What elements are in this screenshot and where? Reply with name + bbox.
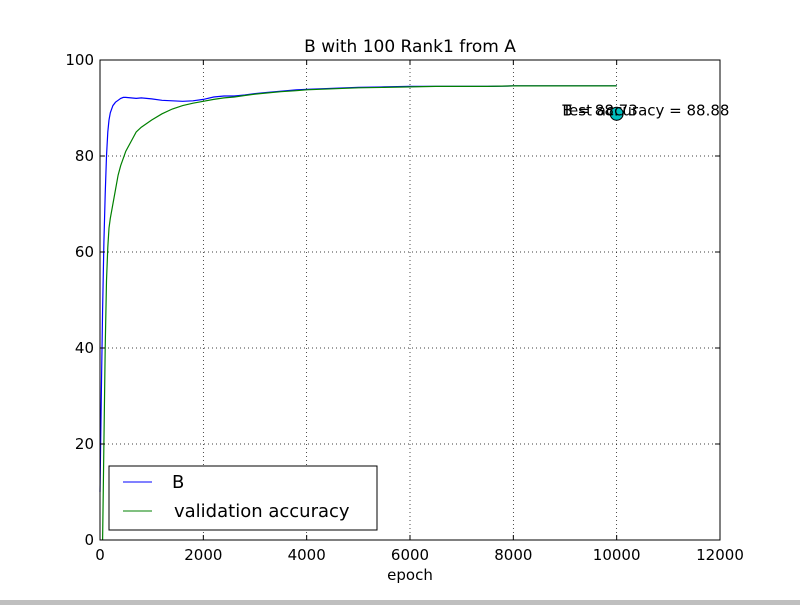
y-tick-label: 0	[84, 531, 94, 549]
y-tick-label: 100	[65, 51, 94, 69]
annotation-label: Test accuracy = 88.88	[561, 101, 729, 119]
chart-title: B with 100 Rank1 from A	[304, 37, 516, 57]
y-tick-label: 20	[75, 435, 94, 453]
x-tick-label: 8000	[494, 546, 532, 564]
y-tick-label: 60	[75, 243, 94, 261]
test-accuracy-marker	[609, 106, 624, 121]
legend-label-validation: validation accuracy	[174, 501, 350, 522]
series-line-validation-accuracy	[102, 85, 617, 541]
x-tick-label: 2000	[184, 546, 222, 564]
legend-box	[108, 465, 378, 531]
y-tick-label: 80	[75, 147, 94, 165]
grid-layer	[100, 60, 720, 540]
x-tick-label: 10000	[593, 546, 641, 564]
marker-layer	[609, 106, 624, 121]
legend-label-b: B	[172, 472, 184, 493]
y-tick-label: 40	[75, 339, 94, 357]
series-layer	[99, 85, 617, 541]
x-tick-label: 12000	[696, 546, 744, 564]
x-axis-label: epoch	[387, 566, 433, 584]
x-tick-label: 0	[95, 546, 105, 564]
annotation-label: B = 88.73	[562, 101, 637, 119]
x-tick-label: 6000	[391, 546, 429, 564]
legend: B validation accuracy	[108, 465, 378, 531]
x-tick-label: 4000	[288, 546, 326, 564]
tick-layer: 0 2000 4000 6000 8000 10000 12000 0 20 40 60 80 100	[65, 51, 744, 564]
